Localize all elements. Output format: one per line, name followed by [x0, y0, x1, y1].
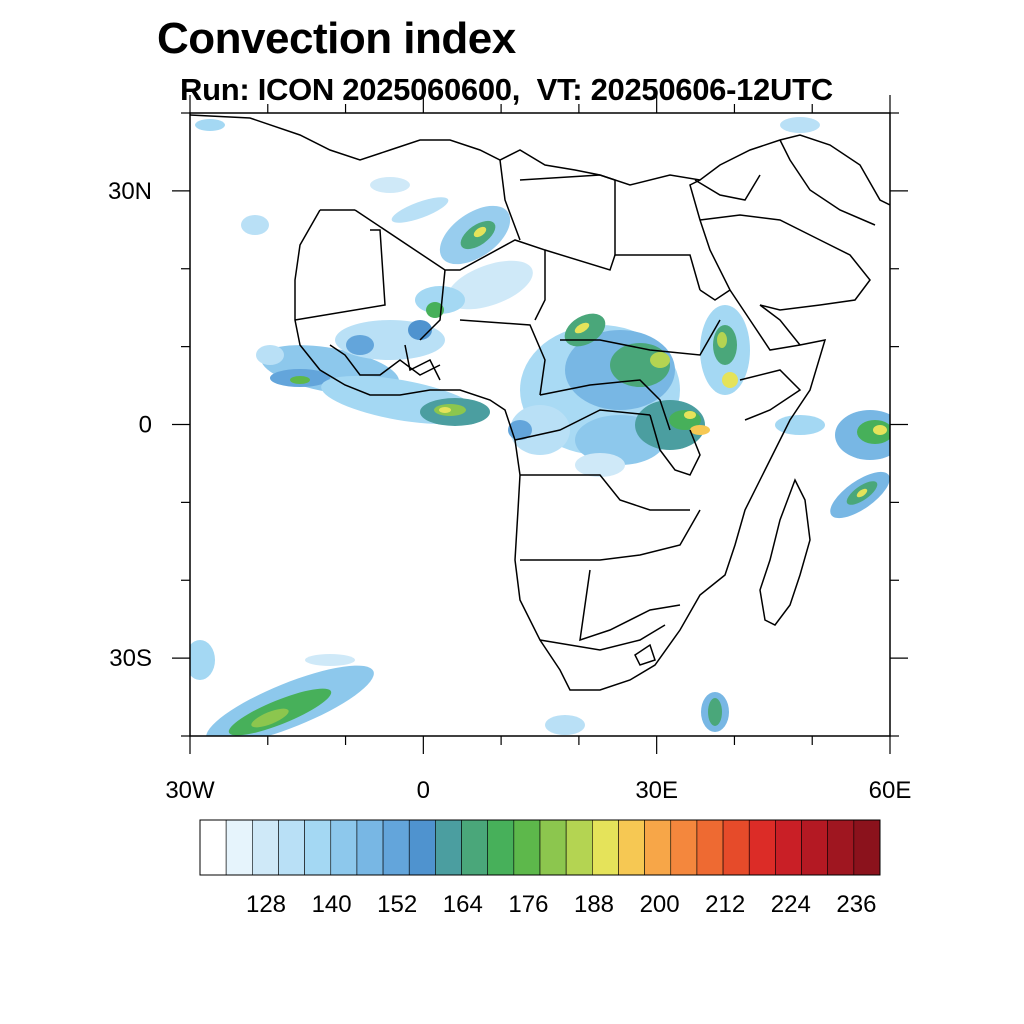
colorbar-label: 188 — [574, 891, 614, 918]
colorbar-swatch — [225, 819, 253, 876]
colorbar-labels: 128 140 152 164 176 188 200 212 224 236 — [246, 891, 876, 918]
colorbar-swatch — [330, 819, 358, 876]
colorbar-swatch — [278, 819, 305, 876]
colorbar-swatch — [252, 819, 279, 876]
colorbar-swatch — [670, 819, 698, 876]
colorbar-frame — [199, 819, 881, 876]
colorbar-swatch — [513, 819, 541, 876]
lon-tick-label: 30W — [165, 777, 215, 804]
colorbar-swatch — [592, 819, 619, 876]
lat-tick-label: 30S — [109, 645, 152, 672]
lon-tick-label: 0 — [417, 777, 430, 804]
colorbar-swatch — [696, 819, 724, 876]
colorbar-swatch — [801, 819, 828, 876]
colorbar — [199, 819, 881, 876]
colorbar-swatch — [199, 819, 227, 876]
axis-ticks — [172, 95, 908, 754]
country-borders — [190, 114, 890, 691]
colorbar-label: 128 — [246, 891, 286, 918]
colorbar-swatch — [565, 819, 593, 876]
lon-tick-label: 60E — [869, 777, 912, 804]
lat-tick-label: 30N — [108, 178, 152, 205]
colorbar-label: 140 — [312, 891, 352, 918]
chart-subtitle: Run: ICON 2025060600, VT: 20250606-12UTC — [180, 72, 833, 107]
axis-tick-labels: 30N 0 30S 30W 0 30E 60E — [108, 178, 911, 804]
colorbar-swatch — [748, 819, 776, 876]
colorbar-label: 236 — [836, 891, 876, 918]
colorbar-swatch — [775, 819, 802, 876]
colorbar-swatch — [435, 819, 462, 876]
colorbar-swatch — [722, 819, 750, 876]
colorbar-swatch — [304, 819, 332, 876]
lat-tick-label: 0 — [139, 412, 152, 439]
colorbar-swatch — [461, 819, 488, 876]
colorbar-label: 224 — [771, 891, 811, 918]
colorbar-swatch — [618, 819, 645, 876]
colorbar-swatch — [382, 819, 410, 876]
chart-title: Convection index — [157, 14, 516, 63]
colorbar-label: 164 — [443, 891, 483, 918]
colorbar-label: 152 — [377, 891, 417, 918]
colorbar-swatch — [827, 819, 855, 876]
colorbar-label: 176 — [508, 891, 548, 918]
colorbar-label: 212 — [705, 891, 745, 918]
colorbar-label: 200 — [640, 891, 680, 918]
lon-tick-label: 30E — [635, 777, 678, 804]
colorbar-swatch — [853, 819, 881, 876]
colorbar-swatch — [644, 819, 672, 876]
colorbar-swatch — [539, 819, 567, 876]
convection-shading — [190, 117, 890, 736]
colorbar-swatch — [356, 819, 384, 876]
colorbar-swatch — [487, 819, 515, 876]
colorbar-swatch — [408, 819, 436, 876]
